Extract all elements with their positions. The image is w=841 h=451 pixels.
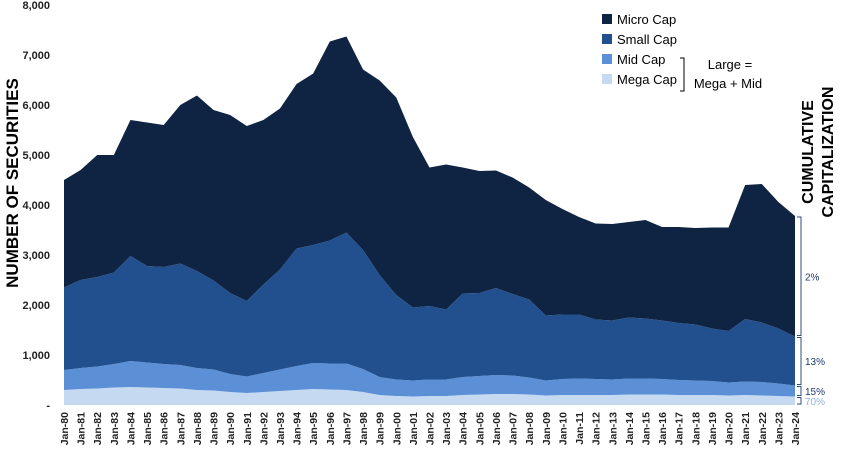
x-tick-label: Jan-94 [292,412,304,445]
x-tick-label: Jan-96 [325,412,337,445]
legend-swatch-mid-cap [602,54,612,64]
x-tick-label: Jan-84 [125,412,137,445]
y-tick-label: 1,000 [22,350,50,362]
cap-share-mega-cap: 70% [805,397,825,408]
cap-share-mid-cap: 15% [805,387,825,398]
legend-swatch-small-cap [602,34,612,44]
x-tick-label: Jan-82 [92,412,104,445]
legend-label-small-cap: Small Cap [617,32,677,47]
x-tick-label: Jan-89 [209,412,221,445]
x-tick-label: Jan-10 [557,412,569,445]
right-axis-label: CUMULATIVE CAPITALIZATION [800,87,837,218]
x-tick-label: Jan-08 [524,412,536,445]
bracket-mid-cap [797,386,802,396]
x-tick-label: Jan-98 [358,412,370,445]
x-tick-label: Jan-13 [607,412,619,445]
x-tick-label: Jan-99 [375,412,387,445]
legend: Micro Cap Small Cap Mid Cap Mega Cap [602,12,677,87]
y-tick-label: 6,000 [22,100,50,112]
x-tick-label: Jan-03 [441,412,453,445]
x-tick-label: Jan-87 [175,412,187,445]
x-tick-label: Jan-12 [591,412,603,445]
capitalization-brackets: 2% 13% 15%70% [797,216,825,408]
area-small-cap [64,232,795,386]
y-tick-label: 3,000 [22,250,50,262]
x-tick-label: Jan-17 [674,412,686,445]
legend-bracket [680,57,685,92]
y-axis-label: NUMBER OF SECURITIES [3,78,22,288]
x-tick-label: Jan-97 [341,412,353,445]
x-tick-label: Jan-16 [657,412,669,445]
x-tick-label: Jan-07 [508,412,520,445]
x-tick-label: Jan-14 [624,412,636,445]
legend-label-micro-cap: Micro Cap [617,12,676,27]
legend-swatch-micro-cap [602,14,612,24]
x-tick-label: Jan-88 [192,412,204,445]
x-tick-label: Jan-21 [740,412,752,445]
x-tick-label: Jan-02 [425,412,437,445]
y-tick-label: 2,000 [22,300,50,312]
x-tick-label: Jan-83 [109,412,121,445]
x-axis-ticks: Jan-80 Jan-81 Jan-82 Jan-83 Jan-84 Jan-85 Jan-… [59,412,802,445]
y-tick-label: 7,000 [22,50,50,62]
legend-swatch-mega-cap [602,74,612,84]
area-micro-cap [64,36,795,337]
x-tick-label: Jan-92 [258,412,270,445]
x-tick-label: Jan-93 [275,412,287,445]
cap-share-micro-cap: 2% [805,272,820,283]
legend-note-line-2: Mega + Mid [694,76,762,91]
x-tick-label: Jan-09 [541,412,553,445]
x-tick-label: Jan-22 [757,412,769,445]
x-tick-label: Jan-23 [773,412,785,445]
bracket-small-cap [797,337,802,385]
right-label-line-1: CUMULATIVE [800,100,817,204]
legend-label-mega-cap: Mega Cap [617,72,677,87]
bracket-micro-cap [797,216,802,336]
legend-label-mid-cap: Mid Cap [617,52,665,67]
x-tick-label: Jan-95 [308,412,320,445]
x-tick-label: Jan-06 [491,412,503,445]
x-tick-label: Jan-81 [76,412,88,445]
x-tick-label: Jan-90 [225,412,237,445]
cap-share-small-cap: 13% [805,357,825,368]
y-tick-label: 8,000 [22,0,50,12]
right-label-line-2: CAPITALIZATION [820,87,837,218]
bracket-mega-cap [797,397,802,405]
x-tick-label: Jan-85 [142,412,154,445]
x-tick-label: Jan-20 [724,412,736,445]
area-mid-cap [64,361,795,397]
x-tick-label: Jan-05 [474,412,486,445]
x-tick-label: Jan-18 [690,412,702,445]
y-axis-ticks: - 1,000 2,000 3,000 4,000 5,000 6,000 7,000 8,00… [22,0,50,412]
y-tick-label: 4,000 [22,200,50,212]
x-tick-label: Jan-86 [159,412,171,445]
x-tick-label: Jan-19 [707,412,719,445]
x-tick-label: Jan-91 [242,412,254,445]
y-tick-label: - [46,400,50,412]
x-tick-label: Jan-00 [391,412,403,445]
x-tick-label: Jan-04 [458,412,470,445]
x-tick-label: Jan-11 [574,412,586,445]
x-tick-label: Jan-80 [59,412,71,445]
x-tick-label: Jan-15 [640,412,652,445]
legend-note: Large = Mega + Mid [680,57,762,92]
area-series-layer [64,36,795,405]
legend-note-line-1: Large = [708,57,752,72]
x-tick-label: Jan-24 [790,412,802,445]
x-tick-label: Jan-01 [408,412,420,445]
y-tick-label: 5,000 [22,150,50,162]
